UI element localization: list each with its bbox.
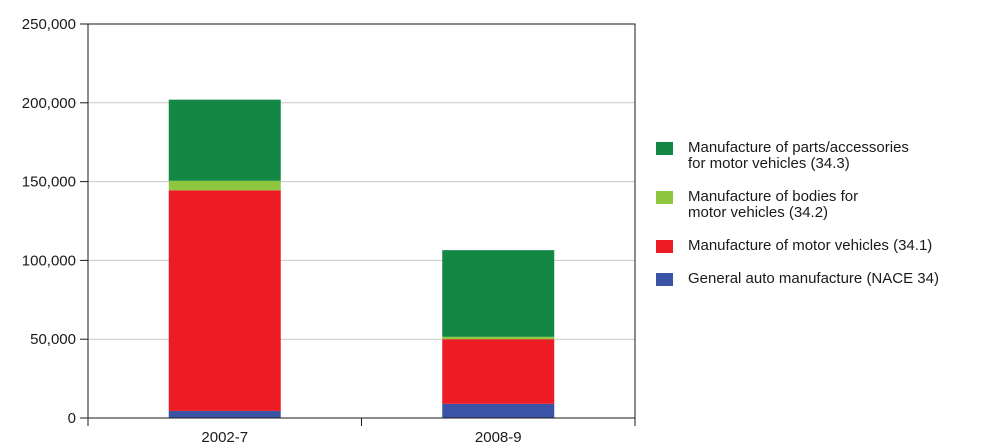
y-tick-label: 200,000	[22, 95, 76, 112]
y-tick-label: 50,000	[30, 331, 76, 348]
legend-label: Manufacture of bodies for motor vehicles…	[688, 188, 859, 221]
legend-item: General auto manufacture (NACE 34)	[656, 271, 991, 287]
bar-stacks	[168, 99, 555, 418]
bar-segment	[168, 410, 281, 418]
y-tick-label: 0	[68, 410, 76, 427]
y-tick-label: 150,000	[22, 174, 76, 191]
bar-segment	[442, 403, 555, 418]
bar-segment	[442, 336, 555, 340]
y-tick-label: 100,000	[22, 252, 76, 269]
legend-label: Manufacture of motor vehicles (34.1)	[688, 237, 933, 254]
legend-label: Manufacture of parts/accessories for mot…	[688, 139, 909, 172]
bar-segment	[168, 99, 281, 181]
legend-item: Manufacture of bodies for motor vehicles…	[656, 189, 991, 221]
bar-segment	[168, 180, 281, 191]
y-axis: 0 50,000 100,000 150,000 200,000 250,000	[22, 16, 88, 427]
legend-swatch	[656, 142, 673, 155]
y-tick-label: 250,000	[22, 16, 76, 33]
legend-item: Manufacture of motor vehicles (34.1)	[656, 238, 991, 254]
x-axis: 2002-7 2008-9	[87, 418, 636, 443]
legend-swatch	[656, 240, 673, 253]
legend-item: Manufacture of parts/accessories for mot…	[656, 140, 991, 172]
legend-label: General auto manufacture (NACE 34)	[688, 270, 939, 287]
x-tick-label: 2008-9	[475, 429, 522, 443]
bar-segment	[442, 250, 555, 337]
legend-swatch	[656, 191, 673, 204]
x-tick-label: 2002-7	[201, 429, 248, 443]
bar-segment	[442, 339, 555, 404]
bar-segment	[168, 190, 281, 411]
legend: Manufacture of parts/accessories for mot…	[656, 140, 991, 304]
legend-swatch	[656, 273, 673, 286]
